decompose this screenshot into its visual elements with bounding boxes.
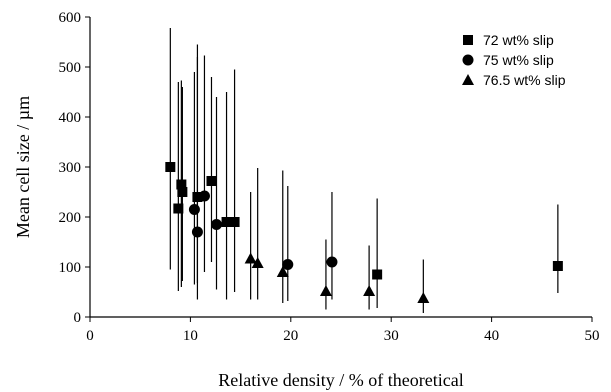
data-point-square (372, 269, 383, 280)
x-tick-label: 50 (585, 328, 600, 344)
data-point-circle (282, 259, 294, 270)
data-point-triangle (244, 252, 257, 264)
data-point-square (552, 261, 563, 271)
y-tick-label: 0 (74, 310, 82, 326)
y-tick-label: 600 (59, 10, 82, 26)
data-point-square (165, 162, 176, 172)
legend-marker-square (463, 35, 473, 45)
data-point-triangle (417, 292, 430, 303)
x-tick-label: 10 (183, 328, 198, 344)
data-point-circle (211, 219, 223, 230)
legend-marker-circle (462, 54, 474, 66)
data-point-square (221, 217, 232, 227)
data-point-triangle (363, 285, 376, 296)
x-tick-label: 0 (86, 328, 94, 344)
x-axis-title: Relative density / % of theoretical (218, 370, 463, 390)
data-point-square (206, 176, 217, 186)
y-tick-label: 400 (59, 110, 82, 126)
x-tick-label: 30 (384, 328, 399, 344)
data-point-square (176, 179, 187, 190)
x-tick-label: 20 (283, 328, 298, 344)
data-point-square (192, 192, 203, 202)
y-tick-label: 100 (59, 260, 82, 276)
y-axis-title: Mean cell size / µm (13, 96, 33, 238)
legend-label: 76.5 wt% slip (483, 72, 566, 88)
legend-marker-triangle (462, 74, 474, 85)
legend-label: 72 wt% slip (483, 32, 554, 48)
data-markers (165, 162, 563, 303)
legend: 72 wt% slip 75 wt% slip 76.5 wt% slip (462, 32, 566, 88)
x-tick-label: 40 (484, 328, 499, 344)
data-point-square (229, 217, 240, 227)
y-tick-label: 200 (59, 210, 82, 226)
y-tick-label: 300 (59, 160, 82, 176)
data-point-triangle (319, 285, 332, 296)
data-point-square (177, 187, 188, 197)
data-point-square (173, 203, 184, 214)
data-point-circle (326, 256, 338, 268)
error-bars (169, 28, 559, 313)
data-point-circle (188, 204, 200, 215)
data-point-circle (191, 226, 203, 238)
data-point-triangle (276, 266, 289, 277)
data-point-triangle (251, 257, 264, 268)
data-point-circle (198, 190, 210, 202)
legend-label: 75 wt% slip (483, 52, 554, 68)
y-tick-label: 500 (59, 60, 82, 76)
